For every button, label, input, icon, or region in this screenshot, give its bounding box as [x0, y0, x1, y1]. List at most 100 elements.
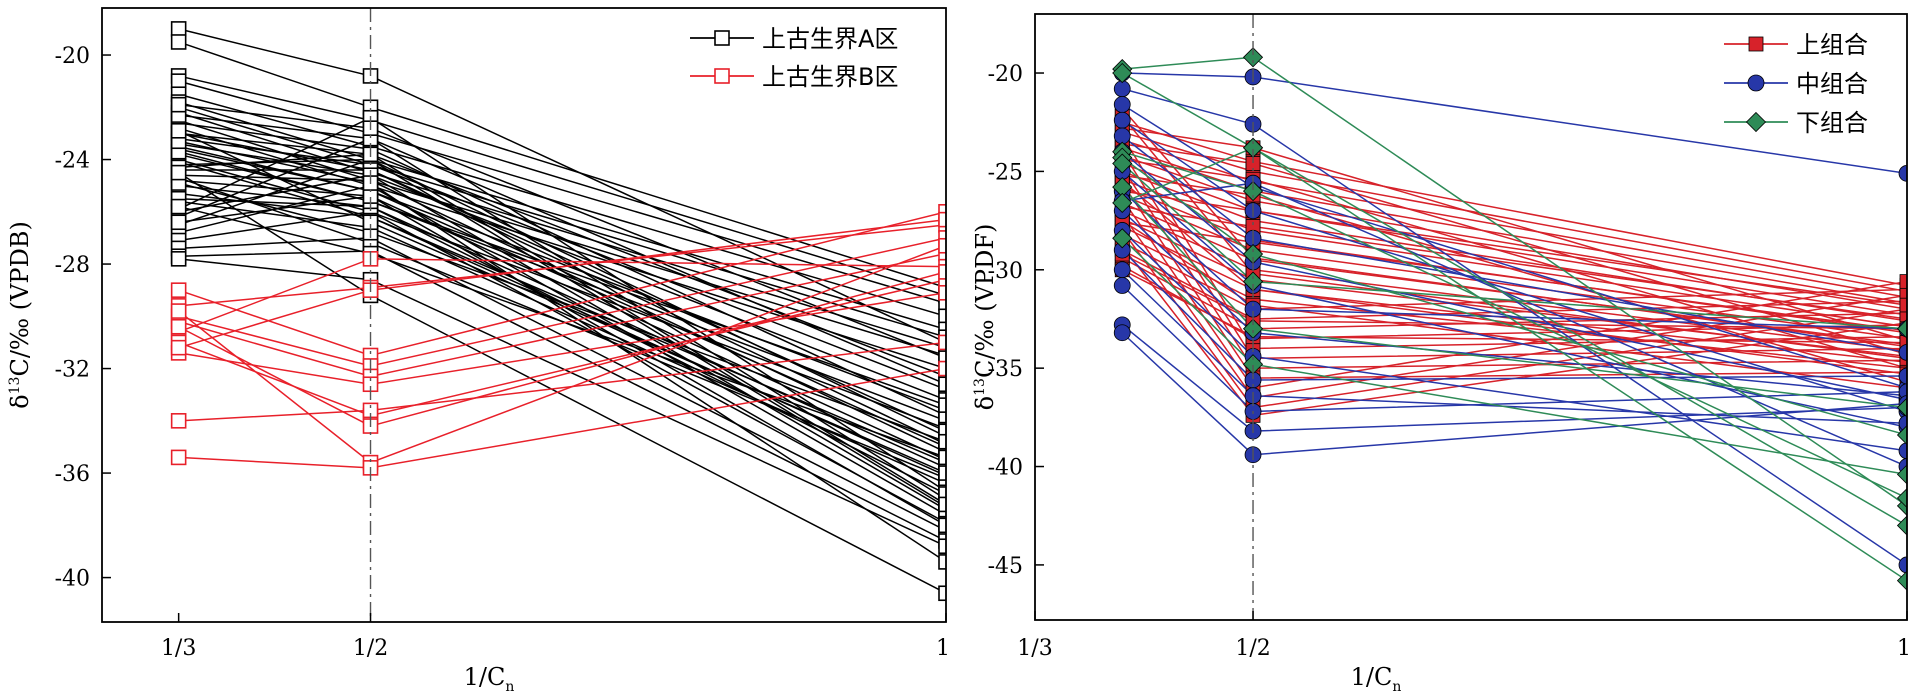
legend-upper-marker	[1748, 36, 1764, 52]
legend-upper-label: 上组合	[1796, 31, 1868, 59]
series-B-point	[938, 334, 946, 351]
series-A-point	[170, 21, 187, 37]
y-tick-label: -24	[55, 149, 90, 174]
x-tick-label: 1/2	[353, 636, 388, 661]
series-B-point	[938, 360, 946, 377]
series-B-point	[938, 211, 946, 228]
series-lower-point	[1896, 515, 1907, 536]
series-lower-point	[1896, 397, 1907, 418]
series-A-point	[938, 295, 946, 312]
y-tick-label: -25	[988, 160, 1023, 185]
series-A-point	[938, 517, 946, 534]
y-axis-title-pre: δ	[971, 396, 999, 410]
series-A-point	[938, 423, 946, 440]
series-A-line	[178, 158, 946, 508]
series-B-point	[170, 318, 187, 335]
legend-A-marker	[714, 30, 730, 46]
series-middle-point	[1898, 367, 1907, 385]
series-upper-point	[1899, 287, 1907, 303]
legend-lower-marker	[1745, 111, 1767, 133]
series-A-point	[938, 538, 946, 555]
series-B-point	[170, 282, 187, 298]
series-B-point	[938, 237, 946, 254]
y-axis-title-post: C/‰ (VPDB)	[6, 221, 34, 376]
series-B-point	[170, 449, 187, 466]
x-tick-label: 1	[936, 636, 950, 661]
x-axis-title-sub: n	[505, 679, 514, 692]
series-A-point	[170, 123, 187, 139]
plot-area	[170, 21, 946, 602]
series-A-point	[938, 376, 946, 393]
series-B-point	[938, 230, 946, 246]
series-lower-line	[1122, 56, 1907, 507]
series-A-point	[938, 433, 946, 450]
y-axis-title-sup: 13	[972, 378, 988, 396]
y-axis-title: δ13C/‰ (VPDB)	[6, 221, 34, 409]
right-panel: -20 -25 -30 -35 -40 -45 1/3 1/2 1 1/Cn δ13C/‰ (VPD…	[971, 13, 1909, 692]
series-upper-point	[1899, 297, 1907, 313]
y-tick-label: -35	[988, 357, 1023, 382]
series-lower-point	[1112, 62, 1133, 84]
y-tick-label: -45	[988, 554, 1023, 579]
series-A-point	[938, 397, 946, 413]
y-tick-label: -36	[55, 462, 90, 487]
legend-middle-label: 中组合	[1796, 70, 1868, 98]
series-A-point	[170, 96, 187, 113]
series-A-point	[938, 449, 946, 466]
y-axis-title: δ13C/‰ (VPDF)	[971, 224, 999, 411]
legend-B-marker	[714, 68, 730, 84]
series-middle-point	[1898, 556, 1907, 574]
series-middle-point	[1113, 96, 1131, 113]
series-middle-point	[1113, 324, 1131, 342]
series-middle-point	[1113, 127, 1131, 145]
x-axis-title-main: 1/C	[1351, 663, 1393, 691]
series-A-point	[938, 350, 946, 366]
y-tick-label: -30	[988, 259, 1023, 284]
legend-A-label: 上古生界A区	[762, 25, 898, 53]
series-middle-point	[1898, 164, 1907, 182]
series-upper-point	[1899, 335, 1907, 350]
left-panel: -20 -24 -28 -32 -36 -40 1/3 1/2 1 1/Cn δ13C/‰ (VPD…	[6, 7, 950, 692]
series-B-line	[178, 367, 946, 469]
y-tick-label: -28	[55, 253, 90, 278]
series-A-line	[178, 171, 946, 594]
series-middle-point	[1113, 277, 1131, 294]
series-upper-point	[1899, 274, 1907, 289]
series-lower-point	[1896, 424, 1907, 446]
legend-B-label: 上古生界B区	[762, 63, 898, 91]
series-A-point	[170, 73, 187, 89]
series-B-point	[938, 245, 946, 262]
series-A-point	[938, 585, 946, 602]
series-A-line	[178, 200, 946, 485]
legend-middle-marker	[1747, 74, 1765, 92]
x-axis-title: 1/Cn	[464, 663, 515, 692]
y-tick-label: -20	[988, 62, 1023, 87]
y-axis-title-sup: 13	[7, 377, 23, 395]
series-lower-point	[1896, 487, 1907, 509]
series-A-point	[938, 308, 946, 325]
series-B-point	[170, 339, 187, 356]
series-B-point	[170, 303, 187, 319]
series-A-point	[170, 251, 187, 267]
x-tick-label: 1/3	[1017, 636, 1052, 661]
series-lower-point	[1242, 47, 1264, 68]
series-B-point	[938, 264, 946, 280]
series-middle-point	[1113, 261, 1131, 279]
x-tick-label: 1/2	[1235, 636, 1270, 661]
series-A-point	[938, 321, 946, 338]
series-A-point	[938, 465, 946, 481]
x-tick-label: 1	[1897, 636, 1909, 661]
series-middle-point	[1898, 442, 1907, 460]
series-lower-point	[1112, 153, 1133, 174]
y-tick-label: -40	[988, 456, 1023, 481]
series-A-point	[170, 214, 187, 231]
y-axis-title-pre: δ	[6, 394, 34, 408]
series-middle-point	[1113, 80, 1131, 98]
series-A-point	[938, 486, 946, 502]
y-tick-label: -32	[55, 358, 90, 383]
plot-frame	[101, 7, 947, 623]
series-A-point	[938, 496, 946, 513]
y-axis-title-post: C/‰ (VPDF)	[971, 224, 999, 378]
